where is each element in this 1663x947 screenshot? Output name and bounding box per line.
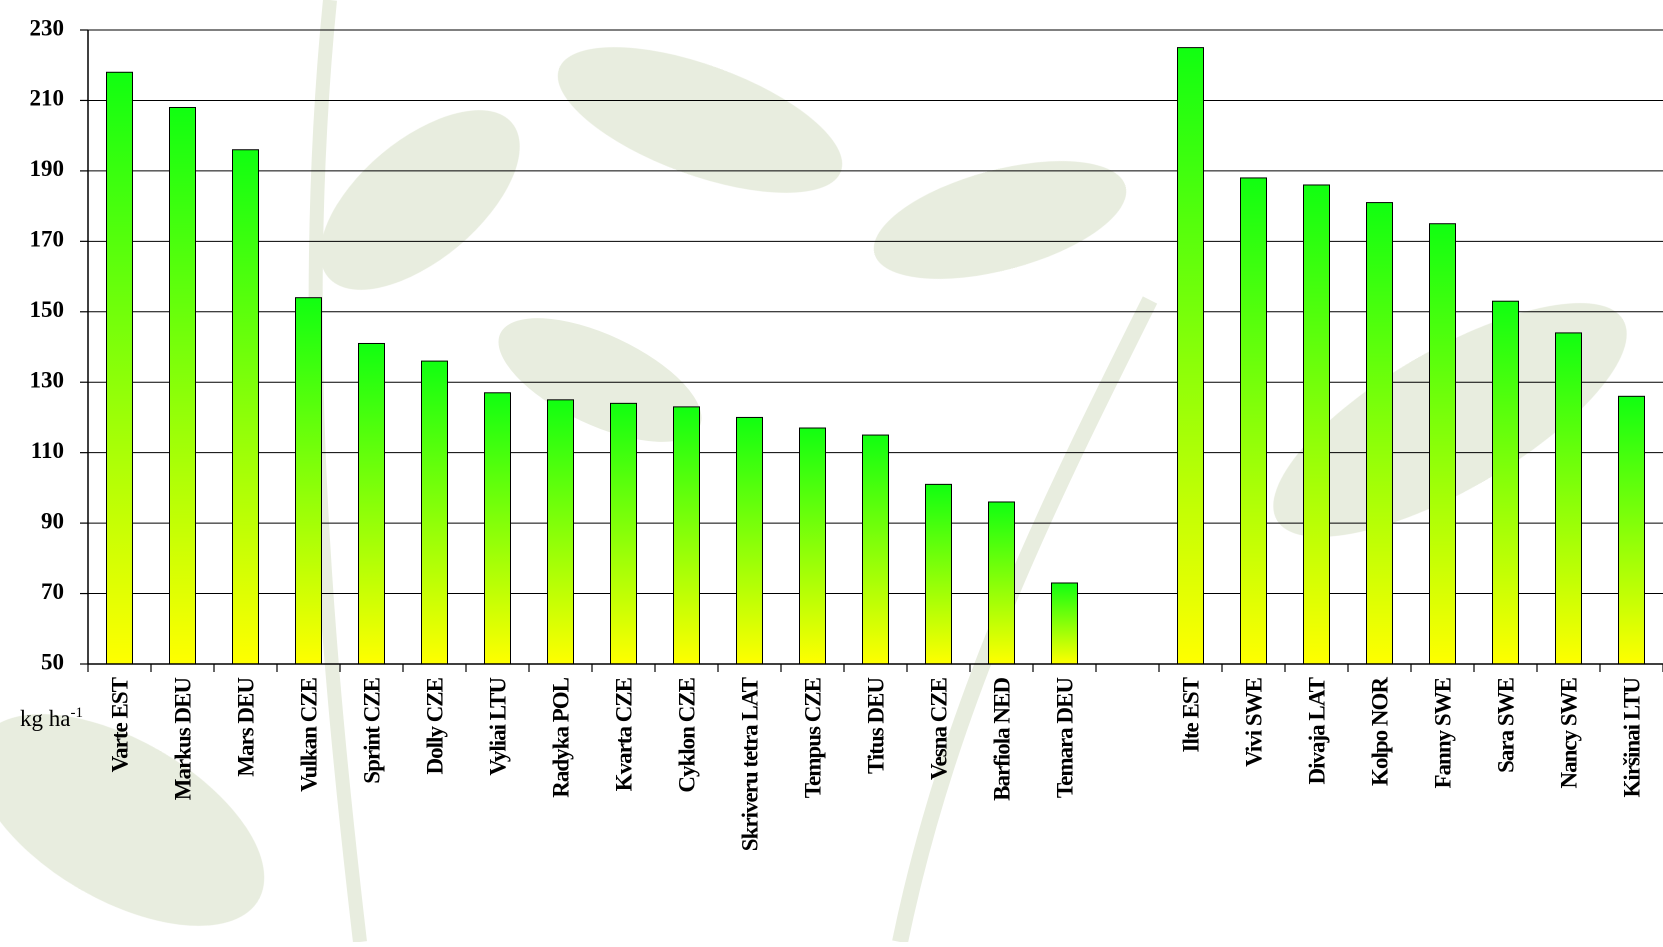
- bar: [421, 360, 448, 665]
- y-tick-label: 90: [41, 508, 64, 533]
- x-tick-label: Barfiola NED: [990, 678, 1015, 801]
- y-tick-label: 170: [30, 227, 65, 252]
- bar: [1177, 47, 1204, 665]
- x-tick-label: Titus DEU: [864, 677, 889, 774]
- bar: [1555, 332, 1582, 665]
- bar: [169, 106, 196, 665]
- y-tick-label: 130: [30, 368, 65, 393]
- bar: [1492, 300, 1519, 665]
- bar: [925, 483, 952, 665]
- bar: [295, 297, 322, 665]
- bar: [547, 399, 574, 665]
- bar: [799, 427, 826, 665]
- x-tick-label: Sara SWE: [1494, 677, 1519, 773]
- y-tick-label: 190: [30, 156, 65, 181]
- bar: [1618, 395, 1645, 665]
- x-tick-label: Vivi SWE: [1242, 677, 1267, 767]
- bar: [232, 149, 259, 665]
- x-tick-label: Markus DEU: [171, 677, 196, 801]
- bar: [358, 342, 385, 665]
- x-tick-label: Varte EST: [108, 677, 133, 772]
- y-axis-label: kg ha-1: [20, 705, 83, 731]
- bar: [1366, 202, 1393, 665]
- x-tick-label: Kiršinai LTU: [1620, 677, 1645, 798]
- x-tick-label: Kolpo NOR: [1368, 677, 1393, 786]
- x-tick-label: Divaja LAT: [1305, 677, 1330, 784]
- bar: [610, 402, 637, 665]
- x-tick-label: Tempus CZE: [801, 677, 826, 798]
- x-tick-label: Sprint CZE: [360, 677, 385, 783]
- x-tick-label: Cyklon CZE: [675, 677, 700, 792]
- x-tick-label: Radyka POL: [549, 677, 574, 797]
- bar: [484, 392, 511, 665]
- bar: [1240, 177, 1267, 665]
- x-tick-label: Skriveru tetra LAT: [738, 677, 763, 851]
- bar: [1051, 582, 1078, 665]
- bar: [862, 434, 889, 665]
- y-tick-label: 70: [41, 579, 64, 604]
- y-tick-label: 230: [30, 15, 65, 40]
- y-tick-label: 150: [30, 297, 65, 322]
- bar: [736, 416, 763, 665]
- x-tick-label: Dolly CZE: [423, 677, 448, 774]
- y-label-sup: -1: [70, 705, 83, 721]
- x-tick-label: Mars DEU: [234, 677, 259, 777]
- x-tick-label: Nancy SWE: [1557, 677, 1582, 788]
- x-tick-label: Fanny SWE: [1431, 677, 1456, 788]
- x-tick-label: Temara DEU: [1053, 677, 1078, 799]
- x-tick-label: Ilte EST: [1179, 677, 1204, 752]
- y-axis: 50 70 90 110 130 150 170 190 210 230: [30, 15, 65, 674]
- bar: [988, 501, 1015, 665]
- x-tick-label: Vulkan CZE: [297, 677, 322, 791]
- bar: [1429, 223, 1456, 665]
- x-tick-label: Vyliai LTU: [486, 677, 511, 776]
- y-tick-label: 210: [30, 86, 65, 111]
- bar: [106, 71, 133, 665]
- y-label-text: kg ha: [20, 706, 70, 731]
- x-tick-label: Kvarta CZE: [612, 677, 637, 791]
- x-tick-label: Vesna CZE: [927, 677, 952, 780]
- bar: [1303, 184, 1330, 665]
- bar: [673, 406, 700, 665]
- y-tick-label: 50: [41, 649, 64, 674]
- y-tick-label: 110: [31, 438, 64, 463]
